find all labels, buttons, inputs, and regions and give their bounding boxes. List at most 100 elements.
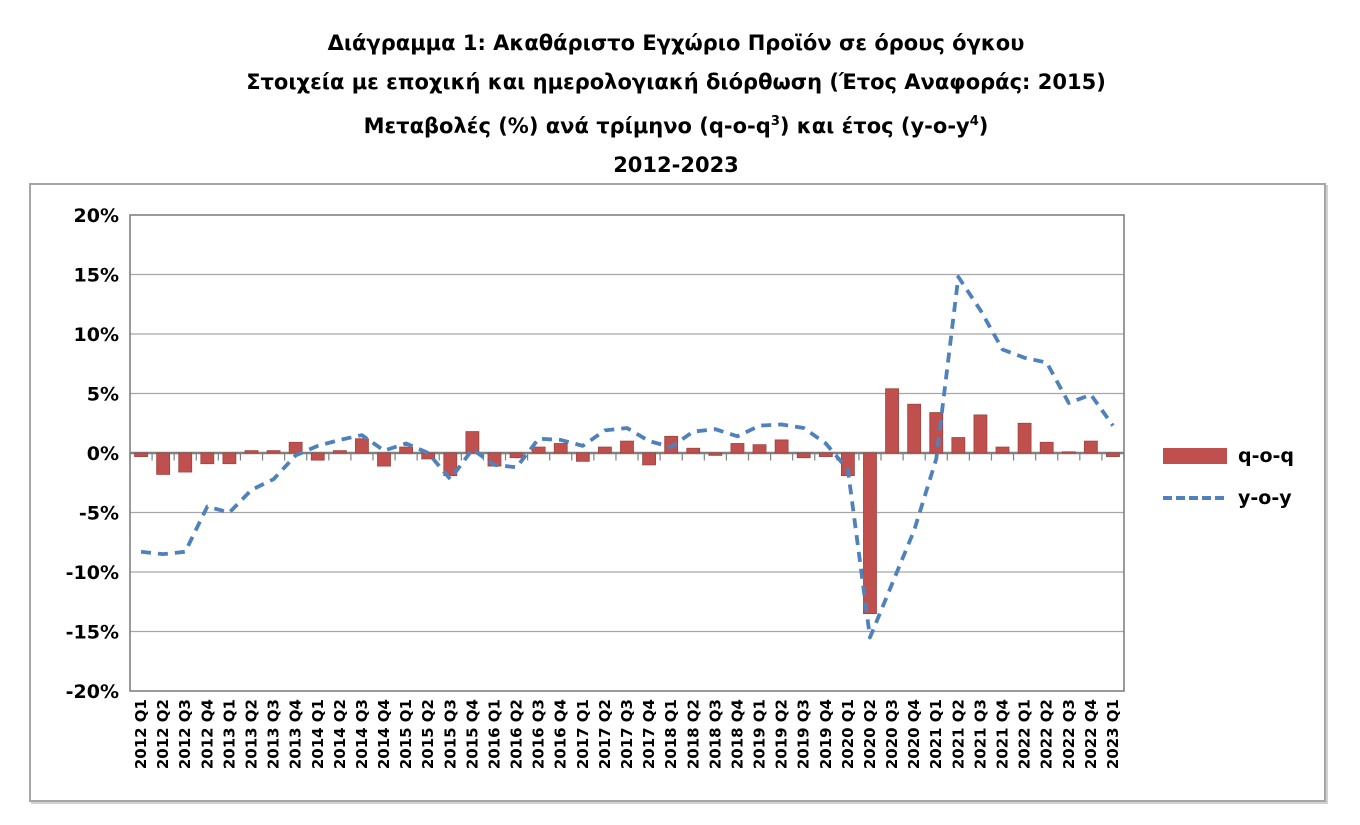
bar-2016-Q3	[531, 446, 546, 454]
y-axis-label--5: -5%	[79, 503, 119, 525]
bar-2015-Q3	[443, 452, 458, 477]
chart-plot-area: 20%15%10%5%0%-5%-10%-15%-20%2012 Q1 2012 …	[66, 205, 1125, 769]
bar-2017-Q1	[575, 452, 590, 462]
bar-2020-Q4	[907, 403, 922, 454]
chart-title-line3: Μεταβολές (%) ανά τρίμηνο (q-o-q3) και έ…	[363, 114, 989, 138]
bar-2017-Q3	[620, 440, 634, 454]
x-axis-label-2017-Q1: 2017 Q1	[574, 699, 592, 769]
bar-2014-Q1	[310, 452, 325, 461]
bar-2022-Q1	[1017, 422, 1032, 454]
bar-2012-Q4	[200, 452, 215, 465]
bar-2012-Q2	[156, 452, 171, 475]
y-axis-label-5: 5%	[87, 384, 119, 406]
y-axis-label-10: 10%	[74, 324, 119, 346]
bar-2015-Q2	[421, 452, 436, 460]
bar-2019-Q1	[752, 444, 767, 454]
bar-2012-Q1	[134, 452, 148, 457]
x-axis-label-2012-Q3: 2012 Q3	[176, 699, 194, 769]
x-axis-label-2019-Q1: 2019 Q1	[751, 699, 769, 769]
bar-2021-Q1	[929, 412, 944, 454]
y-axis-label-20: 20%	[74, 205, 119, 227]
x-axis-label-2020-Q3: 2020 Q3	[883, 699, 901, 769]
x-axis-label-2022-Q3: 2022 Q3	[1060, 699, 1078, 769]
bar-2020-Q2	[863, 452, 877, 615]
x-axis-label-2022-Q2: 2022 Q2	[1038, 699, 1056, 769]
x-axis-label-2015-Q1: 2015 Q1	[397, 699, 415, 769]
bar-2019-Q4	[818, 452, 833, 457]
bar-2017-Q2	[598, 446, 612, 454]
bar-2013-Q3	[266, 450, 281, 454]
bar-2020-Q3	[885, 388, 899, 454]
legend-label-yoy: y-o-y	[1238, 487, 1292, 509]
bar-2019-Q2	[774, 439, 789, 454]
y-axis-label--10: -10%	[66, 562, 119, 584]
bar-2013-Q2	[244, 450, 259, 454]
x-axis-label-2019-Q2: 2019 Q2	[773, 699, 791, 769]
x-axis-label-2020-Q4: 2020 Q4	[905, 699, 923, 769]
x-axis-label-2020-Q1: 2020 Q1	[839, 699, 857, 769]
x-axis-label-2013-Q2: 2013 Q2	[242, 699, 260, 769]
x-axis-label-2021-Q2: 2021 Q2	[949, 699, 967, 769]
yoy-dashed-line-swatch	[1163, 496, 1227, 500]
x-axis-label-2017-Q2: 2017 Q2	[596, 699, 614, 769]
x-axis-label-2016-Q2: 2016 Q2	[508, 699, 526, 769]
bar-2014-Q3	[355, 438, 369, 454]
bar-2015-Q1	[399, 446, 414, 454]
x-axis-label-2021-Q4: 2021 Q4	[994, 699, 1012, 769]
bar-2018-Q1	[664, 435, 679, 454]
bar-2016-Q2	[509, 452, 524, 459]
x-axis-label-2016-Q1: 2016 Q1	[485, 699, 503, 769]
bar-2013-Q4	[288, 441, 303, 454]
x-axis-label-2023-Q1: 2023 Q1	[1104, 699, 1122, 769]
x-axis-label-2018-Q1: 2018 Q1	[662, 699, 680, 769]
chart-legend: q-o-q y-o-y	[1163, 443, 1333, 527]
x-axis-label-2012-Q1: 2012 Q1	[132, 699, 150, 769]
legend-item-qoq: q-o-q	[1163, 443, 1333, 469]
x-axis-label-2015-Q3: 2015 Q3	[441, 699, 459, 769]
y-axis-label--20: -20%	[66, 681, 119, 703]
bar-2014-Q4	[377, 452, 391, 467]
bar-2017-Q4	[642, 452, 656, 466]
footnote-ref-3: 3	[770, 114, 780, 129]
x-axis-label-2018-Q4: 2018 Q4	[728, 699, 746, 769]
legend-item-yoy: y-o-y	[1163, 485, 1333, 511]
bar-2019-Q3	[796, 452, 811, 459]
chart-title-line2: Στοιχεία με εποχική και ημερολογιακή διό…	[246, 70, 1106, 94]
yoy-line	[140, 274, 1115, 640]
x-axis-label-2012-Q2: 2012 Q2	[154, 699, 172, 769]
bar-2021-Q2	[951, 437, 966, 454]
x-axis-label-2014-Q1: 2014 Q1	[309, 699, 327, 769]
x-axis-label-2014-Q3: 2014 Q3	[353, 699, 371, 769]
y-axis-label--15: -15%	[66, 622, 119, 644]
x-axis-label-2021-Q1: 2021 Q1	[927, 699, 945, 769]
x-axis-label-2012-Q4: 2012 Q4	[198, 699, 216, 769]
bar-2013-Q1	[222, 452, 237, 465]
bar-2023-Q1	[1106, 452, 1120, 457]
bar-2021-Q4	[995, 446, 1010, 454]
chart-title: Διάγραμμα 1: Ακαθάριστο Εγχώριο Προϊόν σ…	[0, 24, 1352, 185]
x-axis-label-2022-Q4: 2022 Q4	[1082, 699, 1100, 769]
chart-figure: 20% 15% 10% 5% 0% -5% -10% -15% -20% 2012 Q1 2012 …	[29, 183, 1326, 802]
x-axis-label-2018-Q3: 2018 Q3	[706, 699, 724, 769]
y-axis-label-15: 15%	[74, 265, 119, 287]
qoq-bar-swatch	[1163, 448, 1227, 464]
x-axis-label-2017-Q3: 2017 Q3	[618, 699, 636, 769]
x-axis-label-2013-Q3: 2013 Q3	[265, 699, 283, 769]
x-axis-label-2016-Q3: 2016 Q3	[530, 699, 548, 769]
bar-2018-Q4	[730, 443, 745, 454]
x-axis-label-2021-Q3: 2021 Q3	[971, 699, 989, 769]
y-axis-label-0: 0%	[87, 443, 119, 465]
bar-2018-Q2	[686, 447, 701, 454]
x-axis-label-2017-Q4: 2017 Q4	[640, 699, 658, 769]
x-axis-label-2018-Q2: 2018 Q2	[684, 699, 702, 769]
bar-2022-Q4	[1083, 440, 1098, 454]
x-axis-label-2014-Q4: 2014 Q4	[375, 699, 393, 769]
bar-2016-Q4	[553, 443, 568, 454]
x-axis-label-2014-Q2: 2014 Q2	[331, 699, 349, 769]
x-axis-label-2022-Q1: 2022 Q1	[1016, 699, 1034, 769]
x-axis-label-2015-Q2: 2015 Q2	[419, 699, 437, 769]
footnote-ref-4: 4	[969, 114, 979, 129]
x-axis-label-2013-Q1: 2013 Q1	[220, 699, 238, 769]
bar-2012-Q3	[178, 452, 193, 473]
bar-2022-Q3	[1061, 451, 1076, 454]
